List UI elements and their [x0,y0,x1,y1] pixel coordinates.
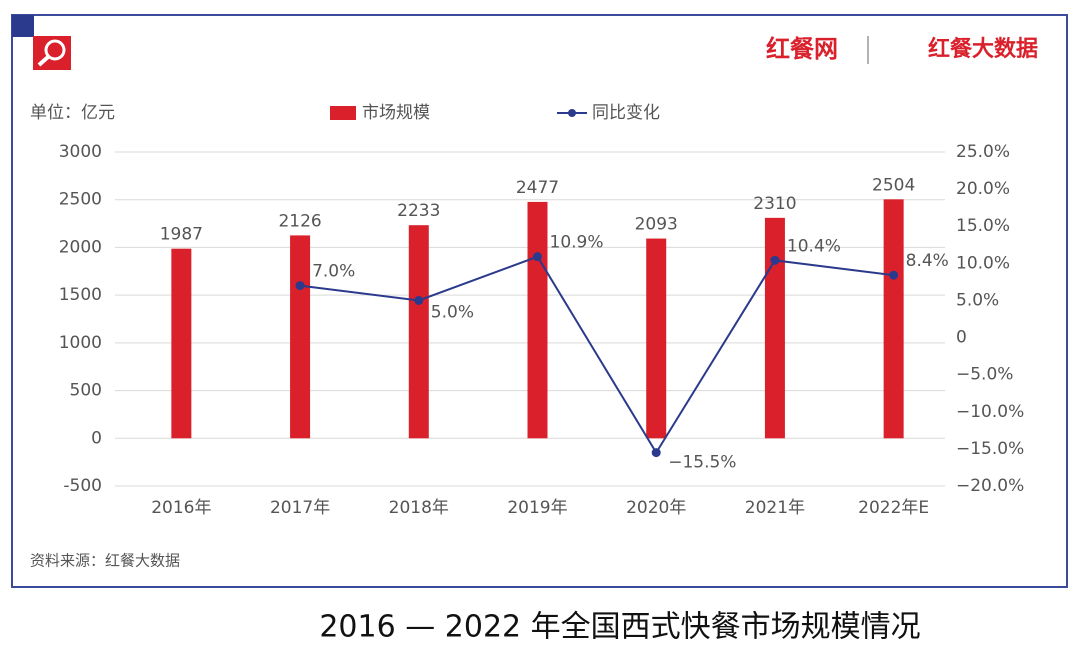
x-tick-label: 2020年 [626,498,686,518]
legend-swatch [568,109,576,117]
bar-value-label: 2233 [397,201,440,221]
bar [527,201,548,439]
line-value-label: −15.5% [668,453,736,473]
x-tick-label: 2021年 [745,498,805,518]
line-value-label: 7.0% [312,262,355,282]
bar [646,238,667,439]
x-tick-label: 2018年 [389,498,449,518]
y-tick-label: 1000 [59,333,102,353]
y-tick-label: 0 [91,428,102,448]
bar-value-label: 1987 [160,225,203,245]
y2-tick-label: 5.0% [956,290,999,310]
bar [764,217,785,439]
line-value-label: 10.9% [550,233,604,253]
logo-glass [44,39,66,61]
x-tick-label: 2017年 [270,498,330,518]
line-point [414,295,424,305]
bar-value-label: 2126 [278,211,321,231]
bar-value-label: 2504 [872,175,915,195]
x-tick-label: 2016年 [151,498,211,518]
line-point [651,448,661,458]
y2-tick-label: −20.0% [956,476,1024,496]
bar [408,225,429,439]
x-tick-label: 2022年E [858,498,929,518]
bar-value-label: 2310 [753,194,796,214]
source: 资料来源：红餐大数据 [30,552,180,570]
y2-tick-label: −15.0% [956,439,1024,459]
bar [171,248,192,439]
line-point [533,252,542,262]
y-tick-label: -500 [63,476,102,496]
y-tick-label: 2500 [59,190,102,210]
legend-label: 同比变化 [592,103,660,123]
y-tick-label: 1500 [59,285,102,305]
logo-handle [37,55,50,67]
y2-tick-label: 20.0% [956,179,1010,199]
chart-title: 2016 — 2022 年全国西式快餐市场规模情况 [319,610,920,645]
line-value-label: 5.0% [431,302,474,322]
bar [290,235,311,439]
y-tick-label: 500 [70,381,102,401]
bar-value-label: 2093 [635,215,678,235]
logo-text: 红餐大数据 [928,36,1038,62]
y-tick-label: 3000 [59,142,102,162]
line-point [295,281,305,291]
y2-tick-label: −10.0% [956,402,1024,422]
line-value-label: 8.4% [906,251,949,271]
corner [12,15,34,37]
y2-tick-label: −5.0% [956,365,1013,385]
bar-value-label: 2477 [516,178,559,198]
line-point [770,255,780,265]
y2-tick-label: 15.0% [956,216,1010,236]
y2-tick-label: 0 [956,328,967,348]
unit-label: 单位：亿元 [30,103,115,123]
x-tick-label: 2019年 [507,498,567,518]
line-point [889,270,899,280]
y2-tick-label: 10.0% [956,253,1010,273]
y-tick-label: 2000 [59,237,102,257]
logo-text: 红餐网 [766,35,838,63]
bar [883,199,904,439]
line [299,255,894,455]
y2-tick-label: 25.0% [956,142,1010,162]
legend-label: 市场规模 [362,103,430,123]
line-value-label: 10.4% [787,236,841,256]
legend-swatch [330,106,356,120]
